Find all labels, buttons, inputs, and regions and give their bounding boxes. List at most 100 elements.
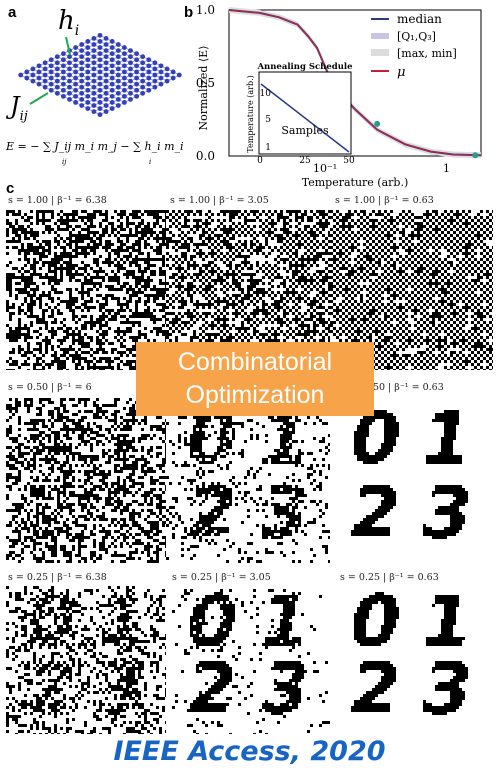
lattice-spin (152, 72, 158, 78)
lattice-spin (170, 69, 176, 75)
lattice-spin (103, 103, 109, 108)
lattice-spin (97, 63, 103, 69)
lattice-spin (54, 90, 60, 96)
lattice-spin (103, 90, 109, 96)
lattice-spin (122, 45, 127, 50)
legend-q-swatch (371, 33, 389, 39)
y-axis-label: Normalized ⟨E⟩ (197, 46, 210, 131)
lattice-spin (73, 100, 78, 105)
inset-title: Annealing Schedule (256, 62, 353, 72)
lattice-spin (85, 39, 91, 44)
lattice-spin (128, 48, 133, 53)
lattice-spin (158, 81, 164, 87)
energy-chart: 1.0 0.5 0.0 10⁻¹ 1 Temperature (arb.) No… (196, 3, 482, 189)
lattice-spin (79, 42, 85, 47)
lattice-spin (140, 66, 146, 72)
lattice-spin (79, 84, 85, 90)
row1-label-2: s = 1.00 | β⁻¹ = 3.05 (170, 195, 269, 206)
lattice-spin (176, 72, 182, 78)
ytick-1: 1.0 (196, 3, 215, 17)
row2-label-3: s = 0.50 | β⁻¹ = 0.63 (345, 382, 444, 393)
lattice-spin (140, 90, 146, 96)
citation-footer[interactable]: IEEE Access, 2020 (113, 736, 386, 767)
xtick-0.1: 10⁻¹ (313, 162, 337, 175)
lattice-spin (67, 97, 72, 102)
inset-xtick-25: 25 (299, 156, 311, 166)
inset-ytick-10: 10 (260, 89, 272, 99)
lattice-spin (73, 81, 78, 87)
lattice-spin (128, 72, 133, 78)
lattice-spin (73, 75, 78, 81)
lattice-spin (54, 60, 60, 66)
lattice-spin (24, 75, 30, 81)
panel-b-letter: b (184, 4, 194, 21)
lattice-spin (97, 112, 103, 118)
lattice-spin (54, 66, 60, 72)
inset-ylabel: Temperature (arb.) (246, 75, 255, 152)
lattice-spin (128, 84, 133, 90)
lattice-spin (54, 54, 60, 60)
panel-a-letter: a (8, 4, 17, 21)
lattice-spin (61, 57, 66, 63)
lattice-spin (140, 60, 146, 66)
sum-sub-ij: ij (62, 158, 67, 166)
lattice-nodes (18, 32, 182, 118)
lattice-spin (128, 60, 133, 66)
lattice-spin (146, 81, 152, 87)
inset-ytick-5: 5 (265, 115, 271, 125)
legend-median: median (397, 12, 442, 26)
lattice-spin (109, 39, 115, 44)
banner-line-1: Combinatorial (177, 348, 333, 376)
lattice-spin (85, 87, 91, 93)
lattice-spin (134, 75, 140, 81)
sample-s050-beta305 (166, 398, 331, 563)
lattice-spin (42, 60, 48, 66)
lattice-spin (85, 75, 91, 81)
lattice-spin (85, 63, 91, 69)
inset-xtick-0: 0 (257, 156, 263, 166)
lattice-spin (109, 93, 115, 99)
lattice-spin (73, 93, 78, 99)
ytick-0: 0.0 (196, 149, 215, 163)
sample-s025-beta638 (6, 586, 168, 734)
lattice-spin (67, 60, 72, 66)
legend-maxmin: [max, min] (397, 47, 457, 60)
lattice-spin (73, 69, 78, 75)
lattice-spin (152, 78, 158, 84)
banner-line-2: Optimization (185, 381, 325, 409)
lattice-spin (109, 57, 115, 63)
lattice-spin (115, 60, 121, 66)
lattice-spin (134, 87, 140, 93)
lattice-spin (79, 48, 85, 53)
anneal-marker-1 (374, 120, 381, 127)
lattice-spin (152, 60, 158, 66)
x-axis-label: Temperature (arb.) (302, 176, 409, 189)
lattice-spin (67, 84, 72, 90)
lattice-spin (91, 36, 97, 41)
lattice-spin (36, 81, 42, 87)
lattice-spin (91, 84, 97, 90)
row1-label-3: s = 1.00 | β⁻¹ = 0.63 (335, 195, 434, 206)
lattice-spin (36, 75, 42, 81)
hi-pointer (65, 36, 71, 56)
lattice-spin (73, 87, 78, 93)
lattice-spin (103, 48, 109, 53)
lattice-spin (115, 48, 121, 53)
lattice-spin (91, 48, 97, 53)
lattice-spin (85, 100, 91, 105)
lattice-spin (146, 87, 152, 93)
lattice-spin (67, 72, 72, 78)
sample-s025-beta063 (330, 586, 493, 734)
lattice-spin (146, 63, 152, 69)
lattice-spin (97, 57, 103, 63)
lattice-spin (122, 57, 127, 63)
lattice-spin (109, 75, 115, 81)
lattice-spin (103, 60, 109, 66)
lattice-spin (97, 32, 103, 38)
lattice-spin (61, 93, 66, 99)
lattice-spin (164, 78, 170, 84)
lattice-spin (42, 72, 48, 78)
lattice-spin (36, 63, 42, 69)
lattice-spin (158, 69, 164, 75)
lattice-spin (73, 45, 78, 50)
